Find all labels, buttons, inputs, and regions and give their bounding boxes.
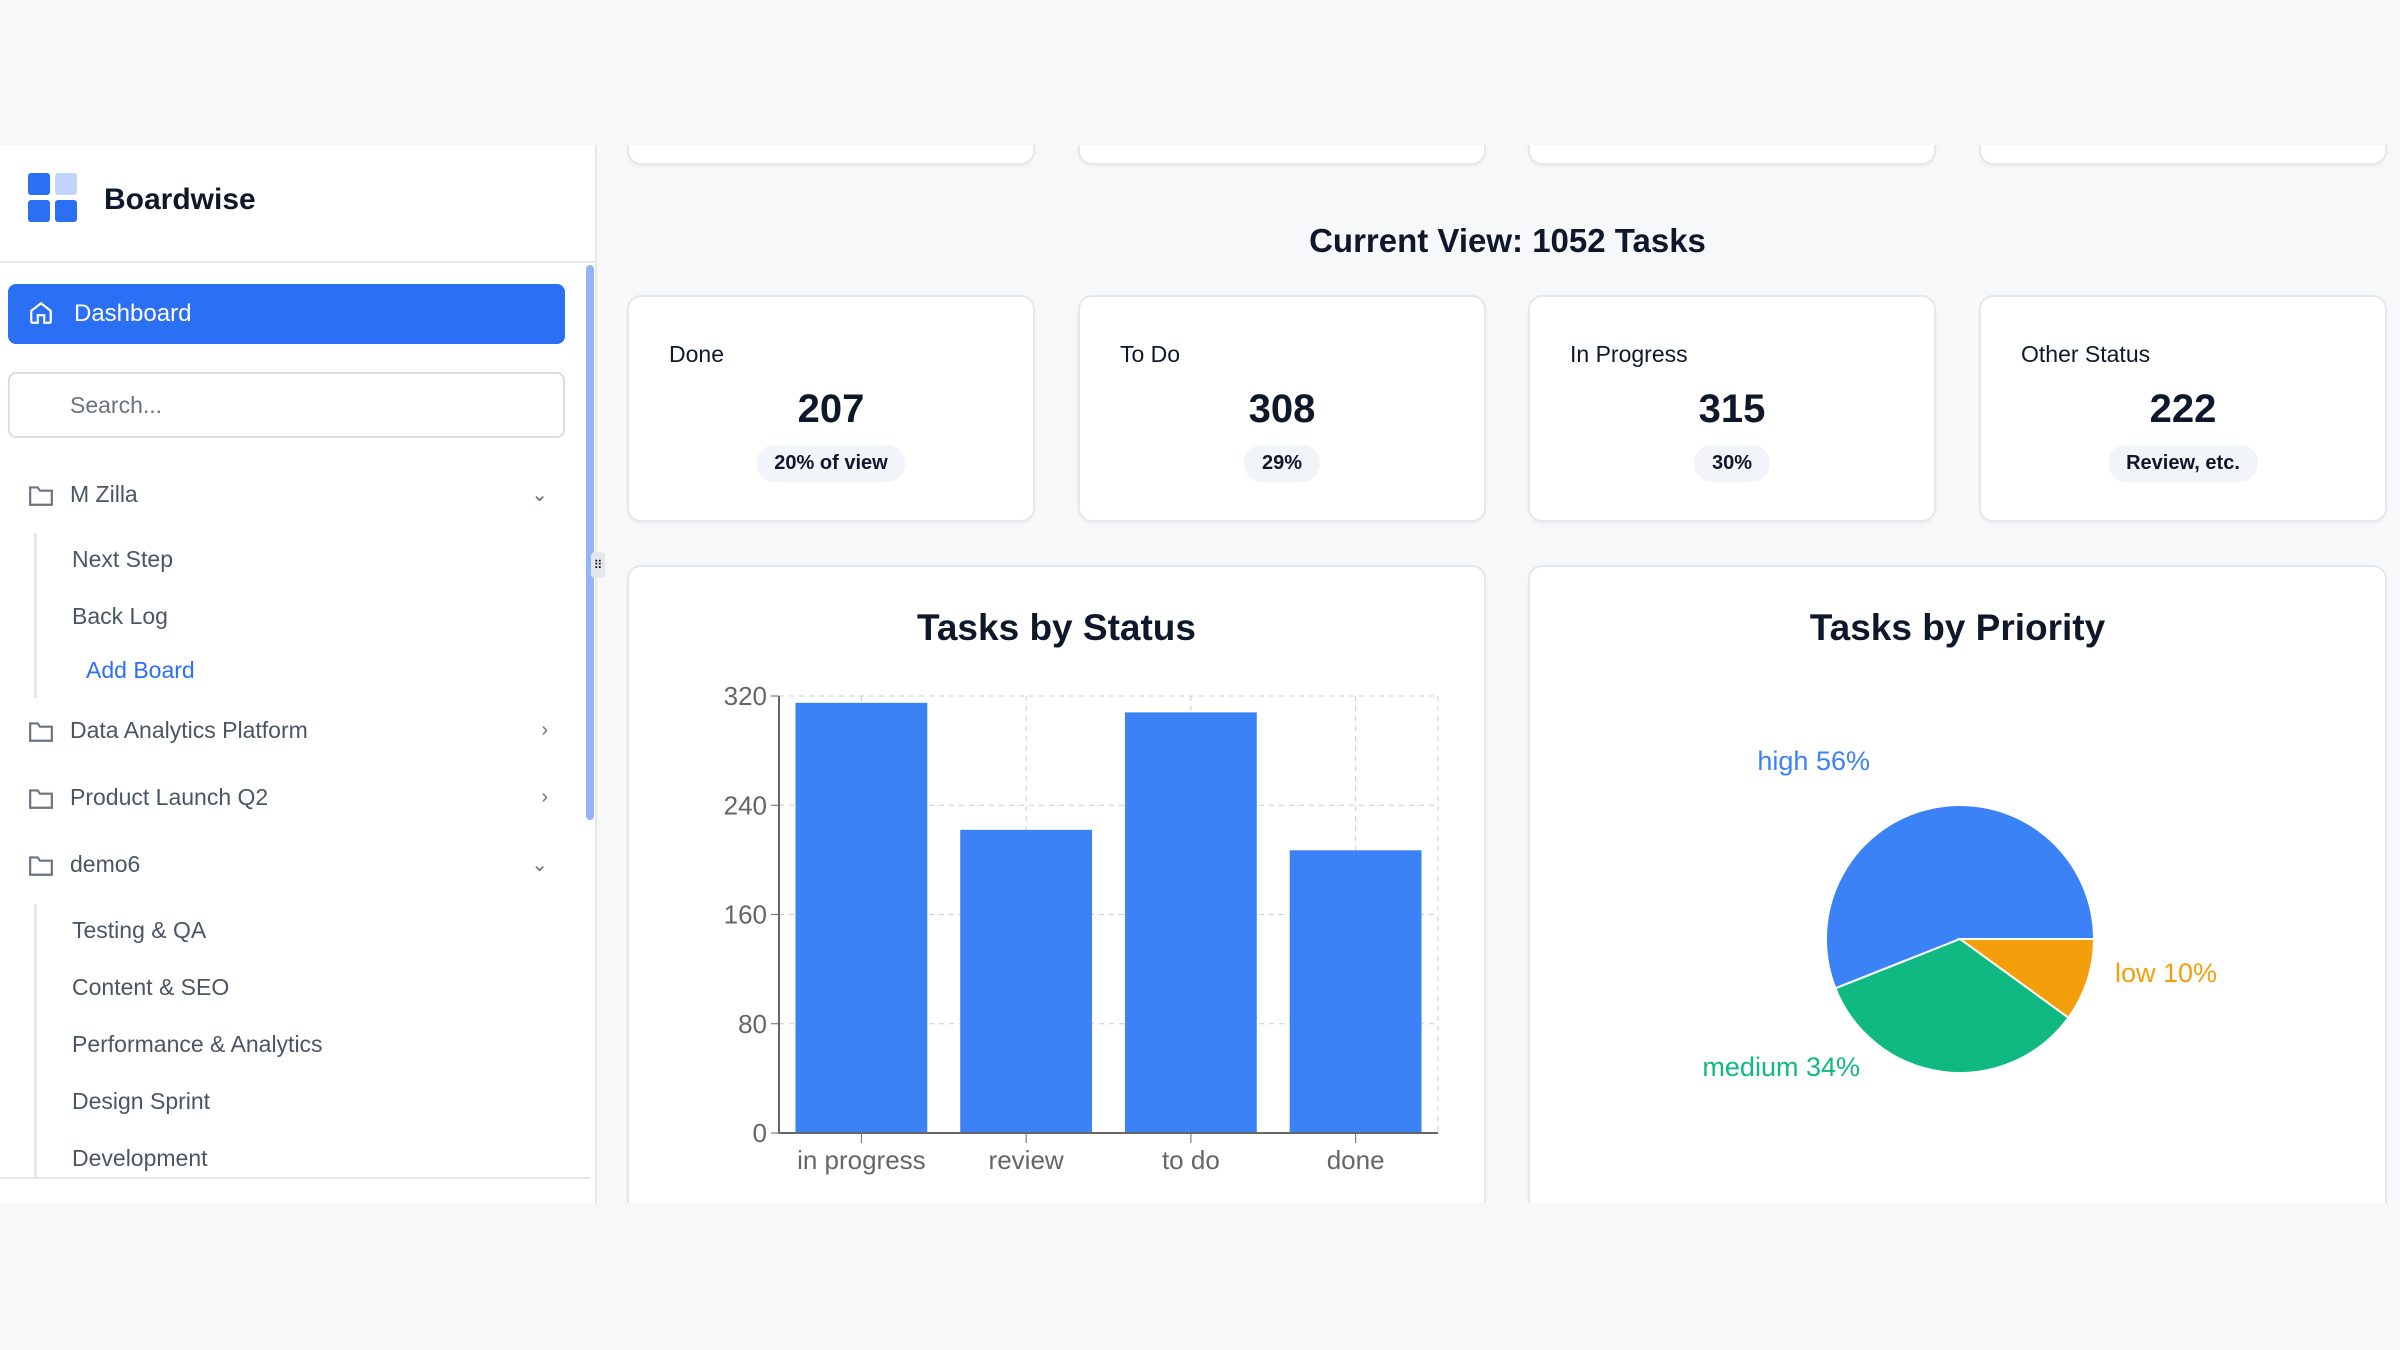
sidebar-group-product-launch[interactable]: Product Launch Q2 ›: [28, 784, 548, 811]
board-item[interactable]: Performance & Analytics: [72, 1031, 323, 1057]
pie-slice: [1834, 937, 2070, 1074]
sidebar-group-m-zilla[interactable]: M Zilla ⌄: [28, 481, 548, 508]
chevron-right-icon[interactable]: ›: [541, 719, 548, 741]
x-tick-label: done: [1327, 1145, 1385, 1175]
y-tick-label: 240: [724, 790, 767, 820]
pie-label: medium 34%: [1702, 1052, 1860, 1082]
x-tick-label: in progress: [797, 1145, 926, 1175]
board-item[interactable]: Testing & QA: [72, 917, 207, 943]
stat-label: Done: [669, 341, 724, 367]
stat-pill: 20% of view: [756, 445, 906, 482]
group-label: Data Analytics Platform: [70, 717, 308, 743]
tree-line: [34, 904, 37, 1177]
brand: Boardwise: [0, 145, 595, 263]
bar: [795, 702, 928, 1133]
stat-value: 315: [1698, 387, 1766, 431]
board-item[interactable]: Next Step: [72, 546, 173, 572]
folder-icon: [29, 855, 53, 876]
bar: [960, 829, 1093, 1133]
stat-card-other: Other Status 222 Review, etc.: [1979, 295, 2387, 522]
dashboard-label: Dashboard: [74, 300, 192, 327]
pie-label: low 10%: [2115, 958, 2217, 988]
tree-line: [34, 533, 37, 698]
folder-icon: [29, 788, 53, 809]
stat-value: 308: [1248, 387, 1316, 431]
y-tick-label: 80: [738, 1009, 767, 1039]
x-tick-label: to do: [1162, 1145, 1220, 1175]
pie-chart: high 56% low 10% medium 34%: [1702, 746, 2217, 1082]
stat-value: 207: [797, 387, 865, 431]
pie-label: high 56%: [1757, 746, 1870, 776]
divider: [0, 1177, 590, 1179]
resize-handle[interactable]: ⠿: [591, 552, 605, 578]
group-label: M Zilla: [70, 481, 138, 507]
app-name: Boardwise: [104, 183, 256, 216]
folder-icon: [29, 721, 53, 742]
stat-pill: Review, etc.: [2108, 445, 2258, 482]
sidebar-item-dashboard[interactable]: Dashboard: [8, 284, 565, 344]
add-board-link[interactable]: Add Board: [86, 657, 195, 683]
bar-chart-card: Tasks by Status 0 80 160 240 320 in progress r…: [627, 565, 1486, 1225]
stat-card-todo: To Do 308 29%: [1078, 295, 1486, 522]
bar: [1289, 850, 1422, 1133]
board-item[interactable]: Development: [72, 1145, 208, 1171]
y-tick-label: 320: [724, 681, 767, 711]
stat-card-in-progress: In Progress 315 30%: [1528, 295, 1936, 522]
sidebar-group-demo6[interactable]: demo6 ⌄: [28, 851, 548, 878]
y-tick-label: 160: [724, 900, 767, 930]
search-input[interactable]: [8, 372, 565, 438]
stat-value: 222: [2149, 387, 2217, 431]
sidebar: Boardwise Dashboard M Zilla ⌄ Next Step …: [0, 145, 597, 1203]
stat-label: Other Status: [2021, 341, 2151, 367]
group-label: Product Launch Q2: [70, 784, 269, 810]
board-item[interactable]: Back Log: [72, 603, 168, 629]
x-tick-label: review: [989, 1145, 1064, 1175]
stat-pill: 30%: [1693, 445, 1771, 482]
stat-card-done: Done 207 20% of view: [627, 295, 1035, 522]
scrollbar[interactable]: [586, 265, 594, 820]
bar-chart: 0 80 160 240 320 in progress review to do done: [724, 681, 1439, 1175]
group-label: demo6: [70, 851, 141, 877]
chart-title: Tasks by Priority: [1809, 607, 2106, 648]
view-title: Current View: 1052 Tasks: [1309, 222, 1706, 259]
chart-title: Tasks by Status: [917, 607, 1196, 648]
board-item[interactable]: Content & SEO: [72, 974, 230, 1000]
board-item[interactable]: Design Sprint: [72, 1088, 211, 1114]
stat-label: In Progress: [1570, 341, 1688, 367]
chevron-down-icon[interactable]: ⌄: [531, 484, 548, 506]
sidebar-group-data-analytics[interactable]: Data Analytics Platform ›: [28, 717, 548, 744]
stat-pill: 29%: [1243, 445, 1321, 482]
chevron-down-icon[interactable]: ⌄: [531, 854, 548, 876]
folder-icon: [29, 485, 53, 506]
home-icon: [30, 301, 52, 324]
pie-slice: [1956, 938, 2096, 1020]
y-tick-label: 0: [753, 1118, 767, 1148]
pie-slice: [1825, 804, 2096, 990]
stat-label: To Do: [1120, 341, 1181, 367]
bar: [1124, 712, 1257, 1133]
chevron-right-icon[interactable]: ›: [541, 786, 548, 808]
pie-chart-card: Tasks by Priority high 56% low 10% medium …: [1528, 565, 2387, 1225]
